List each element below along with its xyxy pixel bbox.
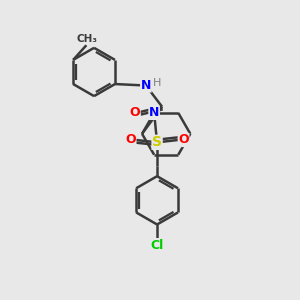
Text: Cl: Cl bbox=[150, 238, 164, 252]
Text: O: O bbox=[129, 106, 140, 118]
Text: N: N bbox=[149, 106, 159, 119]
Text: S: S bbox=[152, 135, 162, 149]
Text: O: O bbox=[178, 134, 189, 146]
Text: CH₃: CH₃ bbox=[76, 34, 98, 44]
Text: H: H bbox=[153, 78, 161, 88]
Text: N: N bbox=[141, 79, 151, 92]
Text: O: O bbox=[125, 134, 136, 146]
